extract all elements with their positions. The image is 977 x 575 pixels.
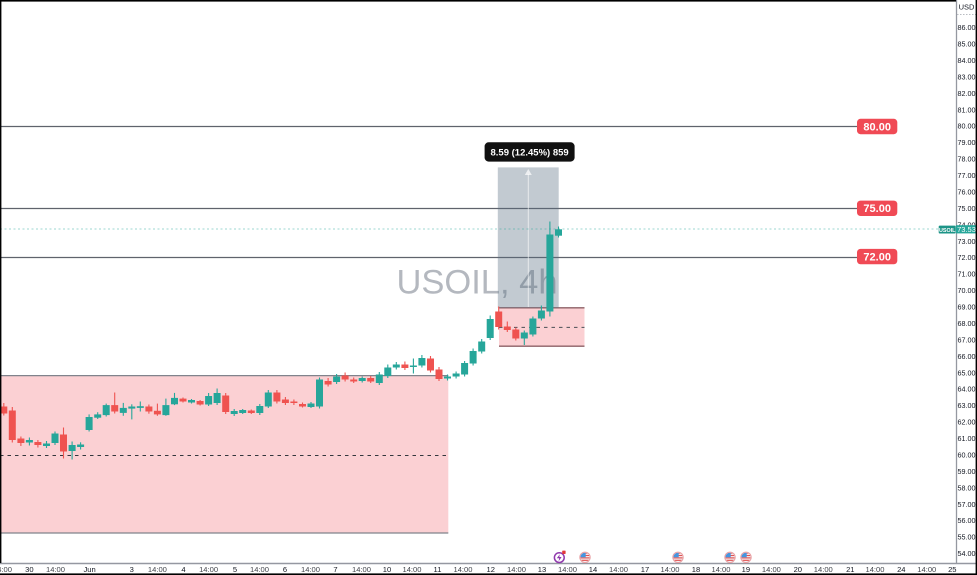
- svg-text:80.00: 80.00: [958, 122, 976, 131]
- svg-text:77.00: 77.00: [958, 171, 976, 180]
- svg-text:55.00: 55.00: [958, 533, 976, 542]
- svg-text:86.00: 86.00: [958, 23, 976, 32]
- svg-text:USD: USD: [959, 3, 975, 12]
- svg-text:14:00: 14:00: [660, 565, 679, 574]
- svg-text:83.00: 83.00: [958, 72, 976, 81]
- svg-text:85.00: 85.00: [958, 40, 976, 49]
- svg-text:66.00: 66.00: [958, 352, 976, 361]
- svg-text:4: 4: [181, 565, 185, 574]
- svg-text:79.00: 79.00: [958, 138, 976, 147]
- svg-text:71.00: 71.00: [958, 270, 976, 279]
- svg-text:11: 11: [434, 565, 442, 574]
- svg-text:14:00: 14:00: [0, 565, 12, 574]
- svg-text:13: 13: [538, 565, 546, 574]
- svg-text:12: 12: [486, 565, 494, 574]
- svg-text:10: 10: [383, 565, 391, 574]
- svg-text:72.00: 72.00: [958, 253, 976, 262]
- svg-text:14:00: 14:00: [453, 565, 472, 574]
- svg-text:63.00: 63.00: [958, 401, 976, 410]
- svg-text:14:00: 14:00: [711, 565, 730, 574]
- svg-text:69.00: 69.00: [958, 303, 976, 312]
- svg-text:6: 6: [283, 565, 287, 574]
- svg-text:67.00: 67.00: [958, 335, 976, 344]
- svg-text:70.00: 70.00: [958, 286, 976, 295]
- svg-text:14:00: 14:00: [762, 565, 781, 574]
- svg-text:82.00: 82.00: [958, 89, 976, 98]
- svg-text:17: 17: [641, 565, 649, 574]
- svg-text:19: 19: [742, 565, 750, 574]
- svg-text:84.00: 84.00: [958, 56, 976, 65]
- svg-text:14:00: 14:00: [507, 565, 526, 574]
- svg-text:81.00: 81.00: [958, 105, 976, 114]
- svg-text:14:00: 14:00: [250, 565, 269, 574]
- svg-text:USOIL: USOIL: [939, 228, 956, 234]
- svg-text:74.00: 74.00: [958, 220, 976, 229]
- svg-text:68.00: 68.00: [958, 319, 976, 328]
- svg-text:54.00: 54.00: [958, 549, 976, 558]
- svg-text:USOIL, 4h: USOIL, 4h: [396, 264, 557, 302]
- svg-text:76.00: 76.00: [958, 188, 976, 197]
- svg-text:58.00: 58.00: [958, 483, 976, 492]
- svg-text:14:00: 14:00: [609, 565, 628, 574]
- svg-text:5: 5: [233, 565, 237, 574]
- svg-text:57.00: 57.00: [958, 500, 976, 509]
- svg-text:14:00: 14:00: [558, 565, 577, 574]
- svg-text:78.00: 78.00: [958, 155, 976, 164]
- svg-text:65.00: 65.00: [958, 368, 976, 377]
- svg-text:75.00: 75.00: [863, 203, 891, 215]
- svg-text:8.59 (12.45%) 859: 8.59 (12.45%) 859: [491, 148, 569, 159]
- svg-text:14:00: 14:00: [402, 565, 421, 574]
- svg-text:80.00: 80.00: [863, 121, 891, 133]
- svg-text:14: 14: [589, 565, 597, 574]
- svg-text:3: 3: [130, 565, 134, 574]
- svg-text:24: 24: [897, 565, 905, 574]
- svg-text:61.00: 61.00: [958, 434, 976, 443]
- svg-text:14:00: 14:00: [814, 565, 833, 574]
- svg-text:7: 7: [333, 565, 337, 574]
- svg-text:30: 30: [25, 565, 33, 574]
- svg-text:14:00: 14:00: [301, 565, 320, 574]
- svg-text:60.00: 60.00: [958, 451, 976, 460]
- svg-text:75.00: 75.00: [958, 204, 976, 213]
- svg-text:73.53: 73.53: [957, 225, 976, 234]
- svg-text:14:00: 14:00: [917, 565, 936, 574]
- svg-text:14:00: 14:00: [199, 565, 218, 574]
- svg-text:59.00: 59.00: [958, 467, 976, 476]
- svg-text:21: 21: [846, 565, 854, 574]
- svg-text:14:00: 14:00: [148, 565, 167, 574]
- svg-text:14:00: 14:00: [352, 565, 371, 574]
- svg-text:Jun: Jun: [83, 565, 95, 574]
- svg-text:14:00: 14:00: [865, 565, 884, 574]
- svg-text:20: 20: [794, 565, 802, 574]
- svg-text:14:00: 14:00: [46, 565, 65, 574]
- svg-text:25: 25: [948, 565, 956, 574]
- svg-text:64.00: 64.00: [958, 385, 976, 394]
- svg-text:73.00: 73.00: [958, 237, 976, 246]
- svg-text:18: 18: [692, 565, 700, 574]
- svg-text:72.00: 72.00: [863, 252, 891, 264]
- svg-text:56.00: 56.00: [958, 516, 976, 525]
- svg-text:62.00: 62.00: [958, 418, 976, 427]
